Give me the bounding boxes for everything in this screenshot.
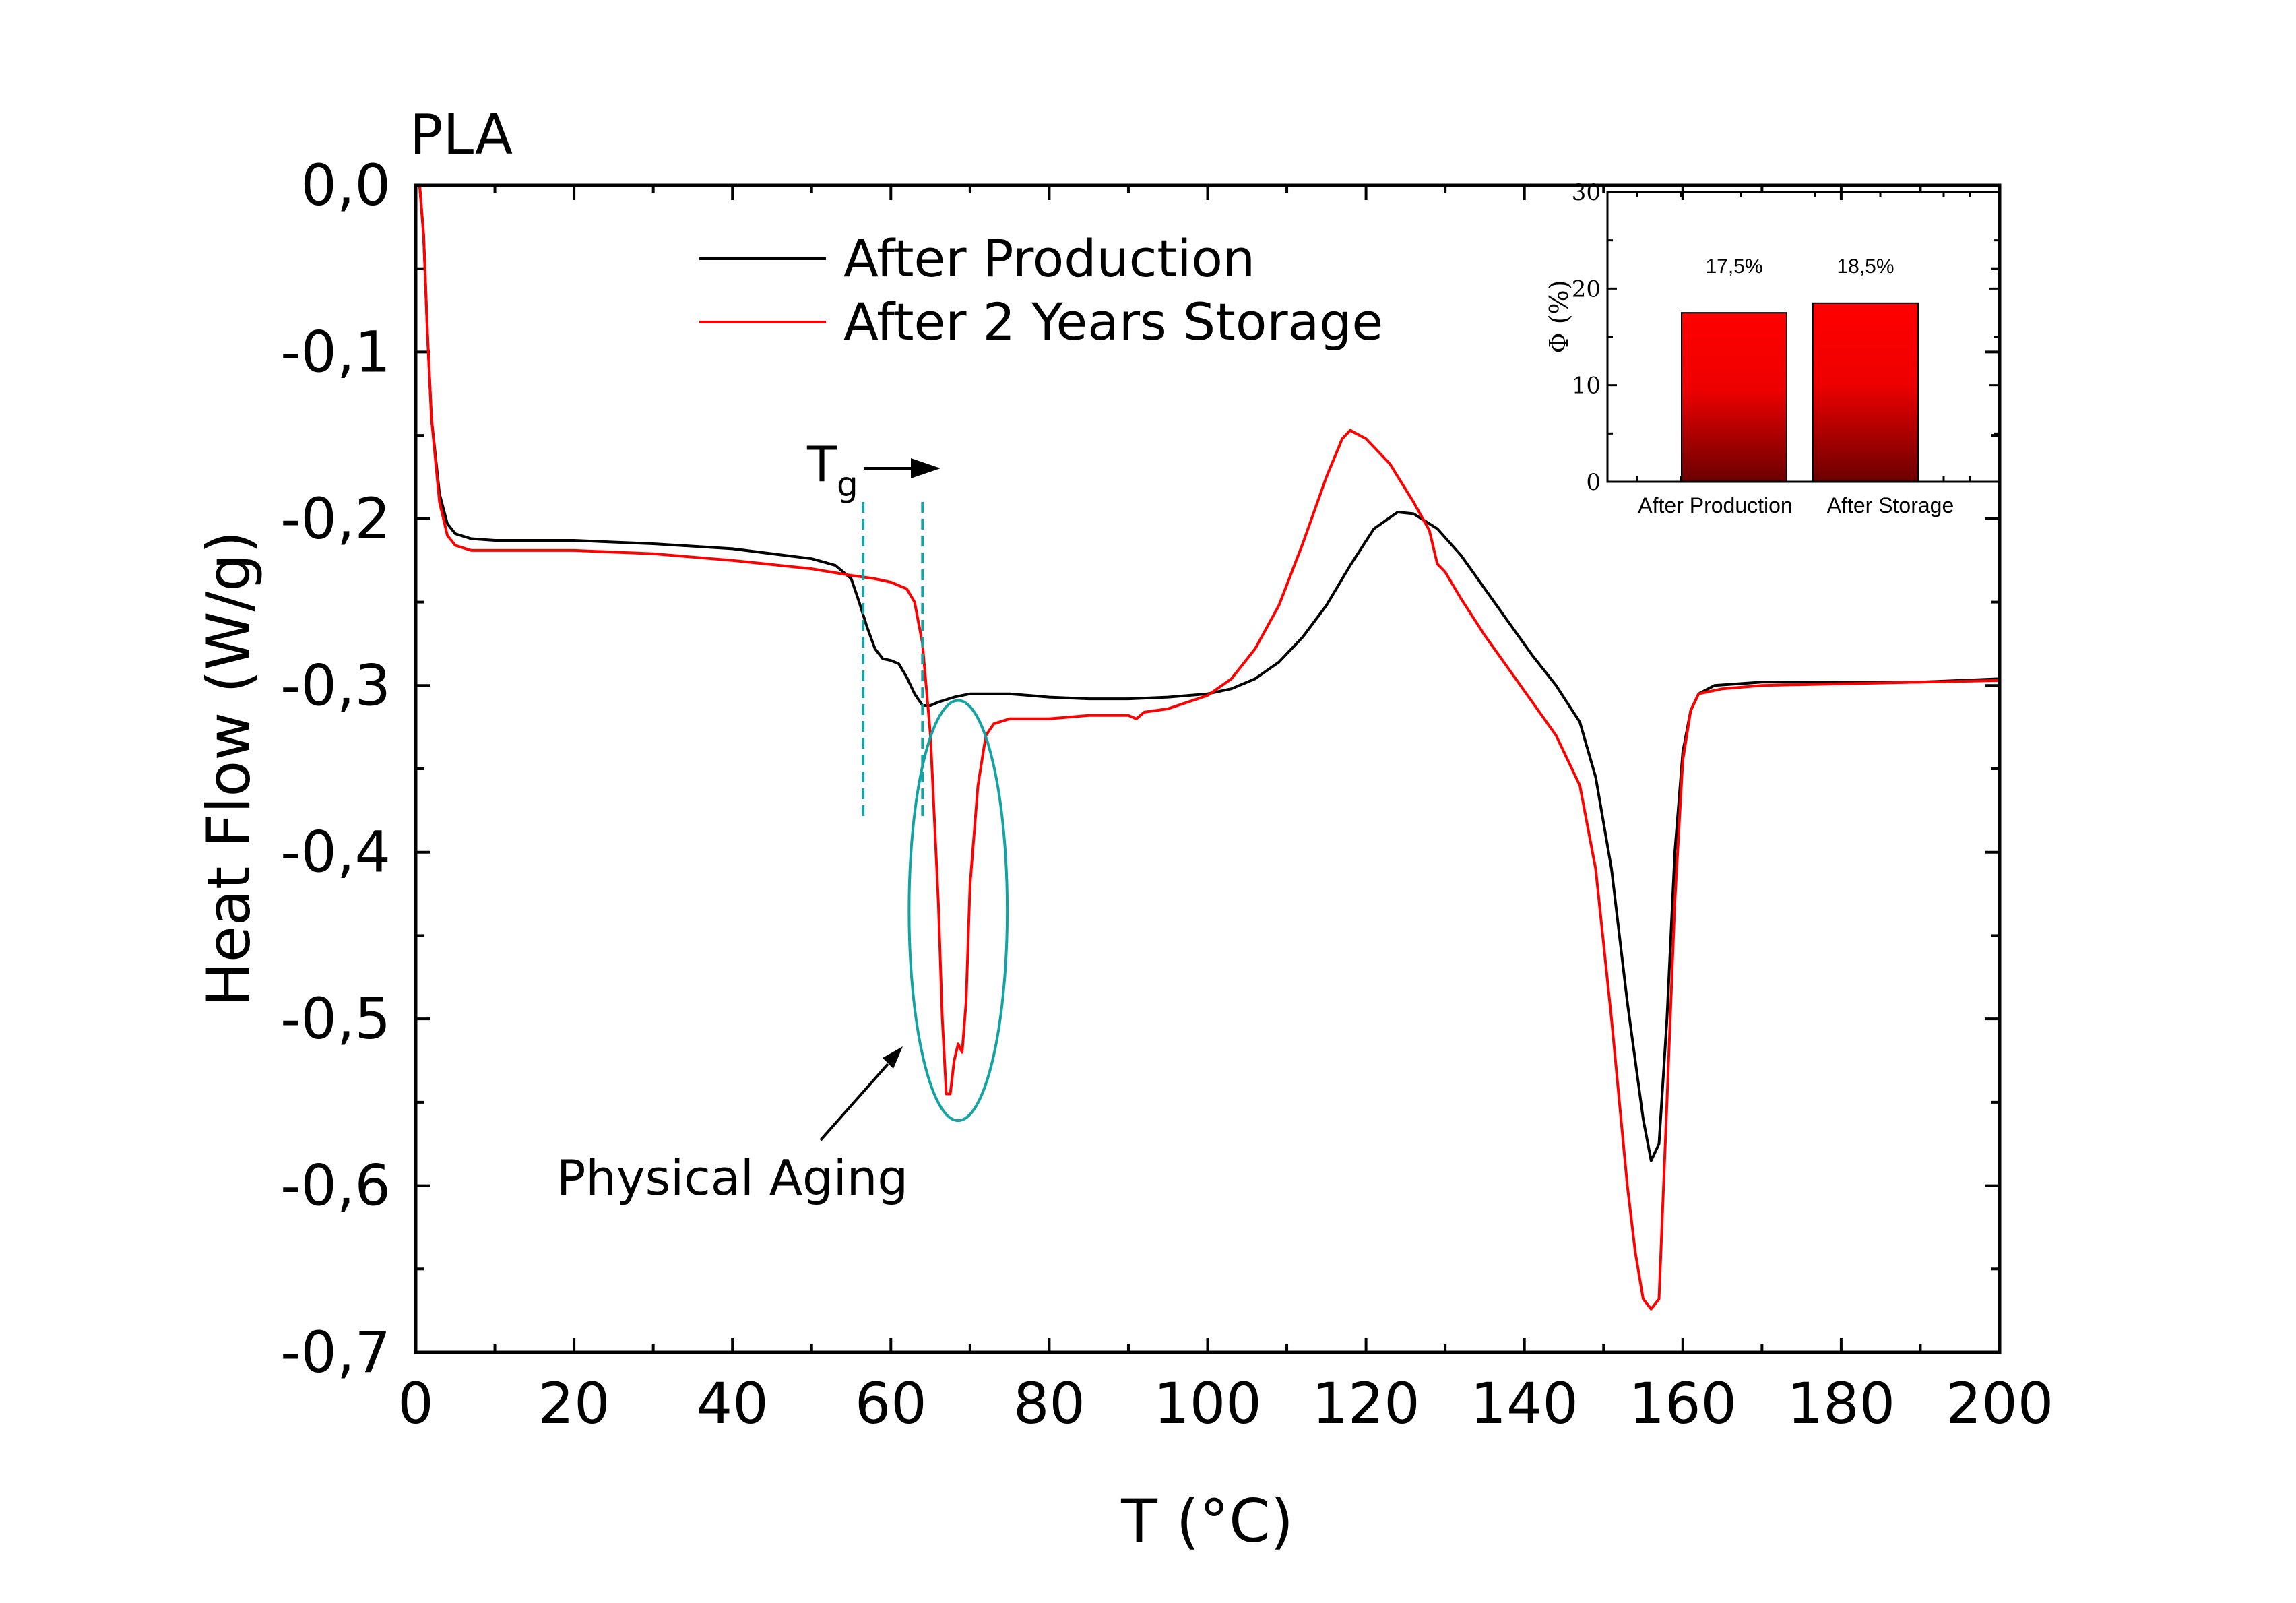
main-x-ticks: 0 20 40 60 80 100 120 140 160 180 200 [397,185,2053,1437]
inset-category-label: After Production [1638,493,1792,517]
main-series-group [418,185,2000,1311]
physical-aging-arrow-shaft [819,1063,889,1141]
inset-y-tick-label: 10 [1572,373,1601,400]
inset-chart: 0 10 20 30 17,5% After Production 18,5% After … [1544,179,2000,517]
inset-plot-frame [1606,191,2000,483]
inset-bar-data-label: 18,5% [1837,255,1894,278]
inset-bar [1812,302,1919,482]
main-y-ticks: 0,0 -0,1 -0,2 -0,3 -0,4 -0,5 -0,6 -0,7 [280,152,2000,1385]
inset-bar-data-label: 17,5% [1705,255,1762,278]
inset-y-axis-label: Φ (%) [1544,280,1574,354]
physical-aging-annotation: Physical Aging [556,699,1009,1206]
tg-arrow-head [911,458,940,478]
inset-bar [1681,312,1787,482]
inset-category-label: After Storage [1827,493,1954,517]
tg-label: Tg [806,436,858,504]
legend-label-after-storage: After 2 Years Storage [843,292,1383,352]
series-line-after-production [418,185,2000,1162]
panel-label: PLA [410,103,513,167]
y-axis-label: Heat Flow (W/g) [194,531,263,1007]
x-tick-label: 140 [1471,1371,1578,1437]
inset-y-tick-label: 30 [1572,179,1601,206]
y-tick-label: 0,0 [300,152,391,218]
tg-dashed-lines [862,502,924,819]
x-tick-label: 0 [397,1371,433,1437]
physical-aging-arrow-head [883,1046,903,1069]
x-tick-label: 20 [538,1371,610,1437]
y-tick-label: -0,1 [280,319,391,385]
physical-aging-ellipse [907,699,1009,1123]
inset-y-tick-label: 20 [1572,276,1601,303]
legend-label-after-production: After Production [843,228,1255,288]
inset-bars: 17,5% After Production 18,5% After Storage [1638,255,1954,517]
x-tick-label: 60 [855,1371,927,1437]
physical-aging-label: Physical Aging [556,1150,908,1206]
main-chart: 0 20 40 60 80 100 120 140 160 180 200 0,0-0,1-0,2-… [194,152,2053,1556]
tg-subscript: g [837,465,858,504]
x-tick-label: 80 [1013,1371,1085,1437]
x-tick-label: 120 [1312,1371,1420,1437]
y-tick-label: -0,7 [280,1319,391,1385]
main-plot-frame [414,183,2002,1354]
y-tick-label: -0,3 [280,652,391,718]
y-tick-label: -0,5 [280,986,391,1052]
y-tick-label: -0,2 [280,486,391,552]
y-tick-label: -0,6 [280,1153,391,1219]
x-tick-label: 180 [1787,1371,1895,1437]
x-tick-label: 40 [697,1371,769,1437]
series-line-after-storage [418,185,2000,1311]
tg-annotation: Tg [806,436,940,819]
x-axis-label: T (°C) [1120,1486,1294,1556]
x-tick-label: 200 [1946,1371,2053,1437]
inset-y-tick-label: 0 [1586,469,1601,496]
y-tick-label: -0,4 [280,819,391,885]
legend: After Production After 2 Years Storage [699,228,1383,352]
x-tick-label: 100 [1153,1371,1261,1437]
x-tick-label: 160 [1629,1371,1737,1437]
